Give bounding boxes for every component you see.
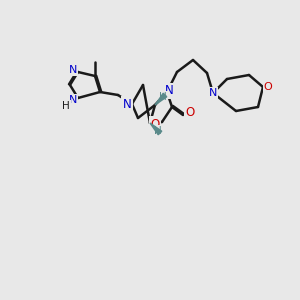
Text: H: H — [62, 101, 70, 111]
Polygon shape — [150, 123, 162, 135]
Text: N: N — [69, 65, 77, 75]
Text: O: O — [185, 106, 195, 119]
Text: O: O — [150, 118, 160, 130]
Text: N: N — [69, 95, 77, 105]
Text: O: O — [264, 82, 272, 92]
Polygon shape — [155, 93, 167, 105]
Text: N: N — [165, 85, 173, 98]
Text: N: N — [209, 88, 217, 98]
Text: H: H — [154, 126, 162, 136]
Text: N: N — [123, 98, 131, 110]
Text: H: H — [159, 92, 167, 102]
